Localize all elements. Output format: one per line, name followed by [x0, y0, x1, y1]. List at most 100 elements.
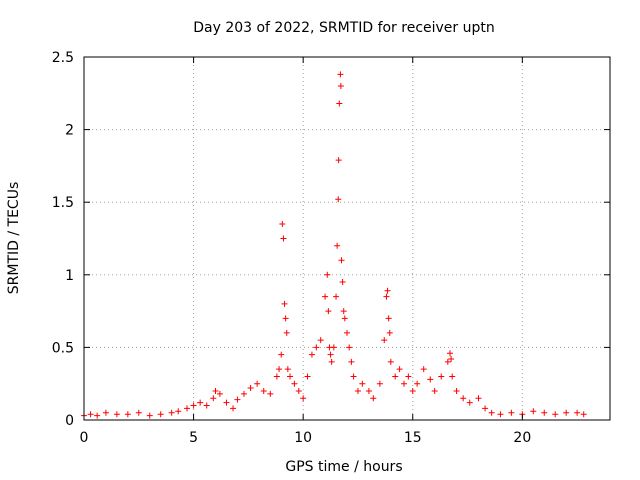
data-point — [282, 315, 289, 322]
data-point — [283, 329, 290, 336]
data-point — [330, 344, 337, 351]
data-point — [386, 329, 393, 336]
data-point — [184, 405, 191, 412]
data-point — [563, 409, 570, 416]
data-point — [427, 376, 434, 383]
data-point — [580, 411, 587, 418]
data-point — [267, 390, 274, 397]
data-point — [346, 344, 353, 351]
data-point — [280, 235, 287, 242]
data-point — [327, 351, 334, 358]
data-point — [405, 373, 412, 380]
data-point — [281, 300, 288, 307]
data-point — [384, 287, 391, 294]
data-point — [322, 293, 329, 300]
data-point — [475, 395, 482, 402]
data-point — [449, 373, 456, 380]
data-point — [348, 358, 355, 365]
data-point — [333, 293, 340, 300]
data-point — [453, 387, 460, 394]
data-point — [146, 412, 153, 419]
data-point — [295, 387, 302, 394]
data-point — [341, 315, 348, 322]
data-point — [438, 373, 445, 380]
data-point — [482, 405, 489, 412]
data-point — [203, 402, 210, 409]
data-point — [308, 351, 315, 358]
data-point — [168, 409, 175, 416]
y-tick-label: 2 — [65, 123, 74, 139]
data-point — [460, 395, 467, 402]
data-point — [574, 409, 581, 416]
data-point — [234, 396, 241, 403]
chart-title: Day 203 of 2022, SRMTID for receiver upt… — [193, 20, 495, 36]
data-point — [337, 83, 344, 90]
data-point — [287, 373, 294, 380]
data-point — [350, 373, 357, 380]
y-tick-label: 0 — [65, 413, 74, 429]
data-point — [240, 390, 247, 397]
data-point — [216, 390, 223, 397]
x-tick-label: 5 — [189, 430, 198, 446]
data-point — [370, 395, 377, 402]
data-point — [344, 329, 350, 336]
ticks-layer: 0 0.5 1 1.5 2 2.5 0 5 10 15 20 — [52, 50, 610, 446]
y-tick-label: 1.5 — [52, 195, 74, 211]
data-point — [157, 411, 164, 418]
data-point — [400, 380, 407, 387]
data-point — [383, 293, 390, 300]
data-point — [247, 385, 254, 392]
data-point — [414, 380, 421, 387]
data-point — [385, 315, 392, 322]
data-point — [420, 366, 427, 373]
data-point — [278, 351, 285, 358]
data-point — [291, 380, 298, 387]
data-point — [336, 100, 343, 107]
data-point — [87, 411, 94, 418]
data-point — [530, 408, 537, 415]
x-tick-label: 0 — [80, 430, 89, 446]
data-point — [541, 409, 548, 416]
data-point — [254, 380, 261, 387]
y-axis-label: SRMTID / TECUs — [6, 182, 22, 295]
data-point — [552, 411, 559, 418]
plot-frame — [83, 56, 611, 421]
data-point — [102, 409, 109, 416]
data-point — [335, 157, 342, 164]
data-point — [210, 395, 217, 402]
data-point — [488, 409, 495, 416]
data-point — [279, 220, 286, 227]
data-point — [197, 399, 204, 406]
y-tick-label: 0.5 — [52, 340, 74, 356]
data-point — [392, 373, 399, 380]
grid-layer — [84, 57, 610, 420]
data-points — [81, 71, 587, 419]
data-point — [276, 366, 283, 373]
data-point — [359, 380, 366, 387]
data-point — [381, 337, 388, 344]
x-axis-label: GPS time / hours — [285, 459, 402, 475]
data-point — [337, 71, 344, 78]
y-tick-label: 2.5 — [52, 50, 74, 66]
data-point — [339, 279, 346, 286]
data-point — [300, 395, 307, 402]
data-point — [284, 366, 291, 373]
data-point — [340, 308, 347, 315]
data-point — [324, 271, 331, 278]
data-point — [113, 411, 120, 418]
x-tick-label: 15 — [404, 430, 422, 446]
data-point — [396, 366, 403, 373]
data-point — [124, 411, 131, 418]
data-point — [447, 350, 454, 357]
data-point — [190, 402, 197, 409]
data-point — [304, 373, 311, 380]
data-point — [444, 358, 451, 365]
data-point — [328, 358, 335, 365]
data-point — [94, 412, 101, 419]
data-point — [409, 387, 416, 394]
data-point — [273, 373, 280, 380]
data-point — [317, 337, 324, 344]
data-point — [260, 387, 267, 394]
data-point — [175, 408, 182, 415]
